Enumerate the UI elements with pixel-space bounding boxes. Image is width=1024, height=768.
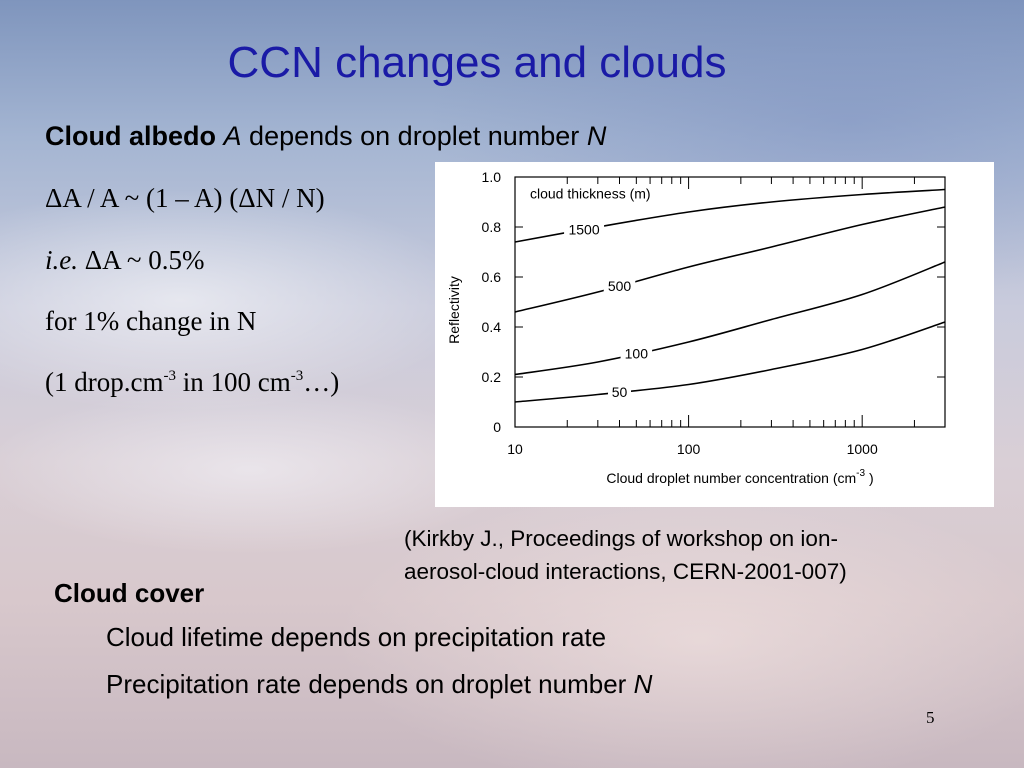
series-label-100: 100 — [625, 346, 649, 362]
chart-panel: 0 0.2 0.4 0.6 0.8 1.0 10 100 1000 Reflectivity Clo… — [435, 162, 994, 507]
bullet-2-italic-n: N — [633, 669, 653, 699]
series-line-100 — [514, 261, 946, 376]
equation-3: for 1% change in N — [45, 306, 257, 336]
slide-title: CCN changes and clouds — [0, 38, 1024, 88]
albedo-bold-label: Cloud albedo — [45, 121, 216, 151]
equation-2: i.e. ΔA ~ 0.5% — [45, 245, 204, 276]
cloud-cover-heading: Cloud cover — [54, 578, 205, 608]
labels-layer: 0 0.2 0.4 0.6 0.8 1.0 10 100 1000 Reflectivity Clo… — [446, 169, 878, 486]
equation-2-ie: i.e. — [45, 245, 78, 275]
albedo-rest-text: depends on droplet number — [249, 121, 580, 151]
x-axis-label-end: ) — [865, 470, 874, 486]
series-label-bg-500 — [603, 277, 636, 294]
series-line-50 — [514, 321, 946, 403]
y-axis-label: Reflectivity — [446, 276, 462, 344]
x-axis-label-sup: -3 — [856, 468, 865, 479]
series-line-500 — [514, 206, 946, 313]
plot-frame — [514, 176, 946, 428]
y-tick-label: 1.0 — [482, 169, 502, 185]
eq4-sup2: -3 — [290, 368, 304, 384]
bullet-1: Cloud lifetime depends on precipitation … — [106, 622, 607, 652]
y-tick-label: 0.2 — [482, 369, 502, 385]
x-axis-label-main: Cloud droplet number concentration (cm — [606, 470, 856, 486]
axes-layer — [514, 176, 946, 428]
x-tick-label: 10 — [507, 441, 523, 457]
series-label-1500: 1500 — [568, 221, 599, 237]
citation-line-1: (Kirkby J., Proceedings of workshop on i… — [404, 526, 838, 551]
series-label-bg-100 — [620, 344, 653, 361]
bullet-2: Precipitation rate depends on droplet nu… — [106, 669, 652, 700]
citation-line-2: aerosol-cloud interactions, CERN-2001-00… — [404, 559, 847, 584]
eq4-part3: …) — [303, 367, 340, 397]
page-number: 5 — [926, 708, 935, 727]
series-label-bg-1500 — [564, 220, 605, 237]
albedo-line: Cloud albedo A depends on droplet number… — [45, 121, 606, 152]
x-tick-label: 100 — [677, 441, 701, 457]
eq4-part1: (1 drop.cm — [45, 367, 164, 397]
equation-1: ΔA / A ~ (1 – A) (ΔN / N) — [45, 183, 325, 213]
y-tick-label: 0.4 — [482, 319, 502, 335]
albedo-symbol-a: A — [223, 121, 242, 151]
eq4-part2: in 100 cm — [175, 367, 291, 397]
series-label-500: 500 — [608, 278, 632, 294]
series-label-50: 50 — [612, 384, 628, 400]
series-label-bg-50 — [608, 383, 632, 400]
reflectivity-chart: 0 0.2 0.4 0.6 0.8 1.0 10 100 1000 Reflectivity Clo… — [446, 169, 946, 486]
y-tick-label: 0 — [493, 419, 501, 435]
legend-title: cloud thickness (m) — [530, 186, 651, 202]
equation-2-rest: ΔA ~ 0.5% — [84, 245, 205, 275]
y-tick-label: 0.6 — [482, 269, 502, 285]
x-tick-label: 1000 — [847, 441, 878, 457]
citation: (Kirkby J., Proceedings of workshop on i… — [404, 522, 847, 588]
eq4-sup1: -3 — [163, 368, 176, 384]
albedo-symbol-n: N — [586, 121, 607, 151]
y-tick-label: 0.8 — [482, 219, 502, 235]
x-axis-label: Cloud droplet number concentration (cm-3… — [606, 468, 873, 486]
slide-title-text: CCN changes and clouds — [227, 38, 727, 87]
equation-4: (1 drop.cm-3 in 100 cm-3…) — [45, 367, 339, 398]
bullet-2-text: Precipitation rate depends on droplet nu… — [106, 669, 627, 699]
